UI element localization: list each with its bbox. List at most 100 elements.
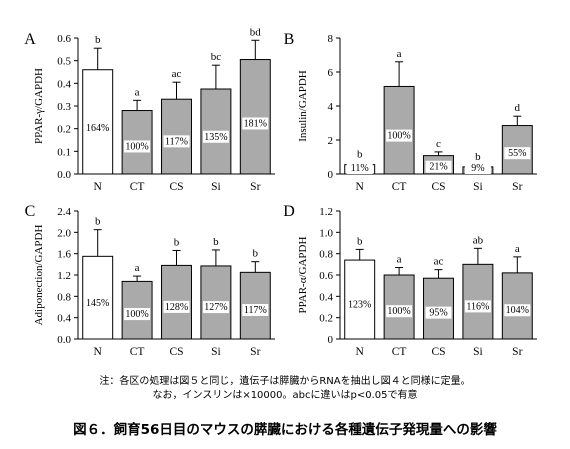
significance-letter: b	[357, 235, 363, 247]
x-tick-label: Si	[211, 346, 221, 358]
percent-label-bg	[242, 117, 269, 130]
y-tick-label: 0.0	[57, 334, 71, 346]
significance-letter: d	[515, 102, 521, 114]
x-tick-label: N	[94, 181, 103, 193]
significance-letter: c	[436, 138, 441, 150]
y-tick-label: 0.6	[319, 270, 333, 282]
percent-label-bg	[163, 135, 190, 148]
x-tick-label: Sr	[512, 346, 522, 358]
percent-label-bg	[464, 300, 491, 313]
x-tick-label: CS	[169, 346, 183, 358]
y-axis-label: PPAR-α/GAPDH	[297, 237, 309, 314]
panel-letter: A	[24, 31, 36, 48]
x-tick-label: CS	[431, 346, 445, 358]
y-tick-label: 1.0	[319, 227, 333, 239]
percent-label: 100%	[125, 309, 148, 320]
percent-label: 181%	[244, 118, 267, 129]
y-tick-label: 0.2	[319, 313, 333, 325]
significance-letter: b	[95, 34, 101, 46]
bar	[82, 69, 114, 175]
percent-label-bg	[504, 147, 531, 160]
x-tick-label: Sr	[250, 181, 260, 193]
y-tick-label: 0.1	[57, 146, 71, 158]
y-axis-label: Adiponection/GAPDH	[33, 225, 45, 326]
y-tick-label: 2	[328, 135, 334, 147]
significance-letter: ac	[434, 256, 444, 268]
x-tick-label: CT	[392, 181, 407, 193]
y-tick-label: 1.6	[57, 249, 71, 261]
significance-letter: a	[135, 86, 140, 98]
y-axis-label: Insulin/GAPDH	[297, 70, 309, 142]
y-tick-label: 1.2	[319, 206, 333, 218]
x-tick-label: Sr	[512, 181, 522, 193]
panel-letter: B	[284, 31, 295, 48]
significance-letter: b	[253, 248, 259, 260]
percent-label: 128%	[165, 302, 188, 313]
panel-D: D PPAR-α/GAPDH 0 0.2 0.4 0.6 0.8 1.0 1.2 b 123% Na 1…	[283, 203, 537, 358]
percent-label-bg	[425, 306, 452, 319]
figure-caption: 図６．飼育56日目のマウスの膵臓における各種遺伝子発現量への影響	[73, 422, 497, 438]
percent-label: 21%	[429, 162, 447, 173]
percent-label-bg	[242, 304, 269, 316]
percent-label: 123%	[348, 299, 371, 310]
x-tick-label: N	[356, 346, 365, 358]
x-tick-label: N	[356, 181, 365, 193]
x-tick-label: CT	[130, 346, 145, 358]
percent-label: 164%	[86, 123, 109, 134]
y-tick-label: 1.2	[57, 270, 71, 282]
y-tick-label: 0.4	[57, 313, 71, 325]
x-tick-label: Si	[473, 181, 483, 193]
note-line-1: 注：各区の処理は図５と同じ，遺伝子は膵臓からRNAを抽出し図４と同様に定量。	[99, 376, 471, 387]
percent-label: 116%	[466, 301, 489, 312]
panel-letter: C	[25, 203, 36, 220]
y-tick-label: 0.0	[57, 169, 71, 181]
percent-label: 100%	[387, 131, 410, 142]
y-tick-label: 8	[328, 33, 334, 45]
panel-C: C Adiponection/GAPDH 0.0 0.4 0.8 1.2 1.6 2.0 2.4…	[25, 203, 275, 358]
percent-label: 135%	[204, 132, 227, 143]
percent-label-bg	[202, 130, 229, 143]
panel-A: A PPAR-γ/GAPDH 0.0 0.1 0.2 0.3 0.4 0.5 0.6 b 164% N…	[24, 26, 275, 193]
percent-label-bg	[124, 140, 151, 153]
x-tick-label: Si	[473, 346, 483, 358]
percent-label: 127%	[204, 302, 227, 313]
y-tick-label: 6	[328, 67, 334, 79]
significance-letter: bc	[211, 51, 222, 63]
percent-label: 117%	[165, 136, 188, 147]
percent-label-bg	[386, 129, 413, 142]
y-tick-label: 0.4	[319, 291, 333, 303]
y-tick-label: 0	[328, 334, 334, 346]
x-tick-label: CS	[431, 181, 445, 193]
significance-letter: ab	[473, 234, 484, 246]
percent-label: 100%	[387, 306, 410, 317]
panel-letter: D	[283, 203, 295, 220]
significance-letter: a	[397, 254, 402, 266]
y-tick-label: 0.6	[57, 33, 71, 45]
x-tick-label: N	[94, 346, 103, 358]
panel-B: BInsulin/GAPDH02468b11%Na100%CTc21%CSb9%…	[284, 31, 537, 193]
significance-letter: b	[357, 149, 363, 161]
significance-letter: ac	[172, 68, 182, 80]
percent-label: 104%	[506, 305, 529, 316]
percent-label-bg	[346, 162, 373, 174]
y-tick-label: 0	[328, 169, 334, 181]
x-tick-label: Si	[211, 181, 221, 193]
percent-label: 55%	[508, 148, 526, 159]
y-tick-label: 0.2	[57, 124, 71, 136]
percent-label: 95%	[429, 308, 447, 319]
percent-label: 100%	[125, 141, 148, 152]
percent-label-bg	[202, 301, 229, 314]
x-tick-label: CS	[169, 181, 183, 193]
significance-letter: b	[174, 236, 180, 248]
percent-label: 145%	[86, 298, 109, 309]
x-tick-label: Sr	[250, 346, 260, 358]
x-tick-label: CT	[130, 181, 145, 193]
significance-letter: a	[515, 243, 520, 255]
percent-label: 117%	[244, 305, 267, 316]
significance-letter: a	[397, 48, 402, 60]
y-tick-label: 0.5	[57, 56, 71, 68]
note-line-2: なお，インスリンは×10000。abcに違いはp<0.05で有意	[152, 390, 418, 401]
percent-label: 9%	[471, 163, 484, 174]
significance-letter: a	[135, 262, 140, 274]
percent-label-bg	[425, 160, 452, 173]
